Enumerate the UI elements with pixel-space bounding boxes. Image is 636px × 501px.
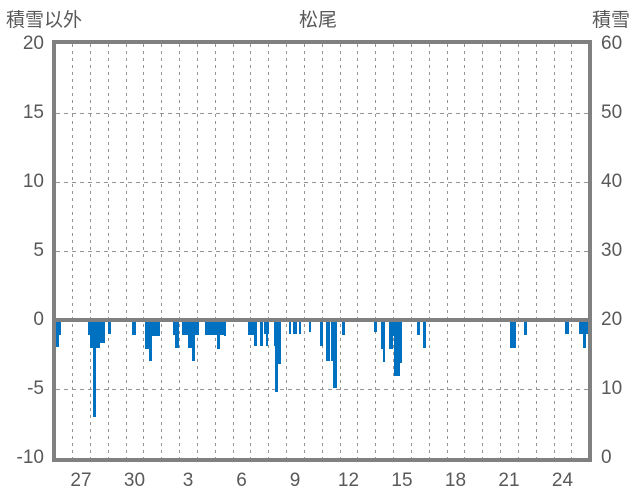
bar bbox=[292, 320, 297, 334]
value-gridline bbox=[56, 251, 588, 252]
bar bbox=[341, 320, 345, 336]
bar bbox=[173, 320, 176, 336]
bar bbox=[107, 320, 111, 335]
bar bbox=[416, 320, 420, 336]
value-gridline bbox=[56, 182, 588, 183]
right-axis-tick-label: 30 bbox=[601, 240, 623, 261]
left-axis-tick-label: 5 bbox=[33, 240, 44, 261]
bar bbox=[565, 320, 569, 335]
left-axis-tick-label: 15 bbox=[22, 102, 44, 123]
bar bbox=[331, 320, 334, 362]
bar bbox=[288, 320, 291, 334]
bar bbox=[524, 320, 527, 336]
bar bbox=[510, 320, 516, 349]
x-axis-tick-label: 6 bbox=[236, 470, 247, 491]
bar bbox=[148, 320, 152, 361]
x-axis-tick-label: 9 bbox=[289, 470, 301, 491]
bar bbox=[265, 320, 268, 347]
bar bbox=[320, 320, 323, 346]
x-axis-tick-label: 3 bbox=[182, 470, 194, 491]
bar bbox=[131, 320, 136, 336]
chart-title: 松尾 bbox=[298, 10, 337, 31]
bar bbox=[188, 320, 192, 348]
bar bbox=[223, 320, 226, 336]
value-gridline bbox=[56, 113, 588, 114]
right-axis-tick-label: 10 bbox=[601, 378, 623, 399]
bar bbox=[100, 320, 105, 344]
bar bbox=[274, 320, 278, 392]
x-axis-tick-label: 30 bbox=[123, 470, 146, 491]
bar bbox=[216, 320, 220, 349]
plot-border bbox=[52, 40, 592, 462]
bar bbox=[278, 320, 281, 365]
zero-line bbox=[56, 318, 588, 322]
bar bbox=[388, 320, 393, 349]
left-axis-title: 積雪以外 bbox=[6, 10, 83, 31]
x-axis-tick-label: 24 bbox=[551, 470, 574, 491]
bar bbox=[145, 320, 149, 349]
x-axis-tick-label: 12 bbox=[337, 470, 360, 491]
bar bbox=[191, 320, 195, 362]
bar bbox=[88, 320, 91, 336]
x-axis-tick-label: 15 bbox=[391, 470, 413, 491]
left-axis-tick-label: 20 bbox=[22, 33, 44, 54]
value-gridline bbox=[56, 389, 588, 390]
bar bbox=[374, 320, 377, 333]
bar bbox=[333, 320, 337, 389]
left-axis-tick-label: 0 bbox=[33, 309, 44, 330]
bar bbox=[394, 320, 400, 376]
bar bbox=[248, 320, 257, 336]
bar bbox=[175, 320, 179, 349]
bar bbox=[308, 320, 311, 332]
right-axis-tick-label: 50 bbox=[601, 102, 623, 123]
bar bbox=[326, 320, 330, 362]
x-axis-tick-label: 18 bbox=[444, 470, 467, 491]
right-axis-tick-label: 0 bbox=[601, 447, 612, 468]
bar bbox=[92, 320, 96, 417]
left-axis-tick-label: -10 bbox=[16, 447, 44, 468]
plot-area bbox=[56, 44, 588, 458]
left-axis-tick-label: -5 bbox=[27, 378, 44, 399]
x-axis-tick-label: 27 bbox=[70, 470, 92, 491]
right-axis-title: 積雪 bbox=[591, 10, 630, 31]
bar bbox=[253, 320, 257, 347]
right-axis-tick-label: 40 bbox=[601, 171, 623, 192]
left-axis-tick-label: 10 bbox=[22, 171, 44, 192]
bar bbox=[298, 320, 301, 334]
bar bbox=[582, 320, 586, 348]
bar bbox=[56, 320, 59, 347]
bar bbox=[382, 320, 385, 363]
bar bbox=[399, 320, 402, 363]
bar bbox=[205, 320, 224, 336]
right-axis-tick-label: 20 bbox=[601, 309, 623, 330]
x-axis-tick-label: 21 bbox=[498, 470, 520, 491]
right-axis-tick-label: 60 bbox=[601, 33, 623, 54]
bar bbox=[260, 320, 263, 347]
bar bbox=[422, 320, 426, 348]
